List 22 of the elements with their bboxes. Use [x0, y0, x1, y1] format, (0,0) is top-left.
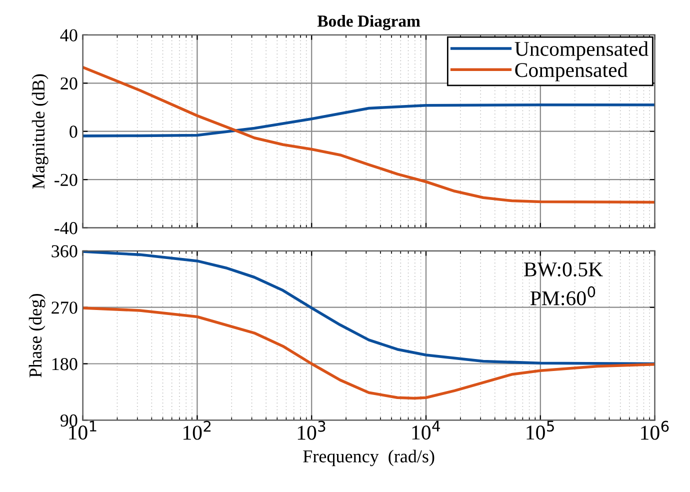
x-tick-label: 10$^{2}$	[184, 420, 211, 440]
chart-title: Bode Diagram	[317, 15, 420, 30]
x-tick-label: 10$^{4}$	[412, 420, 440, 440]
y-tick-label: 0	[70, 126, 78, 138]
x-tick-label: 10$^{6}$	[641, 420, 669, 440]
y-axis-title: Phase (deg)	[28, 294, 46, 378]
y-tick-label: 180	[52, 358, 78, 370]
annotation: BW:0.5K	[524, 262, 603, 277]
annotation: PM:60$^{0}$	[530, 286, 596, 306]
y-tick-label: 270	[52, 302, 78, 314]
y-tick-label: 360	[52, 245, 78, 258]
y-tick-label: 40	[60, 29, 78, 42]
text: Uncompensated	[514, 41, 648, 60]
x-tick-label: 10$^{3}$	[298, 420, 326, 440]
x-tick-label: 10$^{5}$	[526, 420, 554, 440]
y-tick-label: 90	[60, 414, 78, 427]
y-tick-label: 20	[60, 77, 78, 90]
legend-label: Compensated	[515, 62, 628, 82]
y-tick-label: -40	[54, 222, 78, 234]
y-tick-label: -20	[54, 174, 78, 186]
x-axis-title: Frequency (rad/s)	[303, 450, 434, 466]
y-axis-title: Magnitude (dB)	[32, 74, 48, 189]
